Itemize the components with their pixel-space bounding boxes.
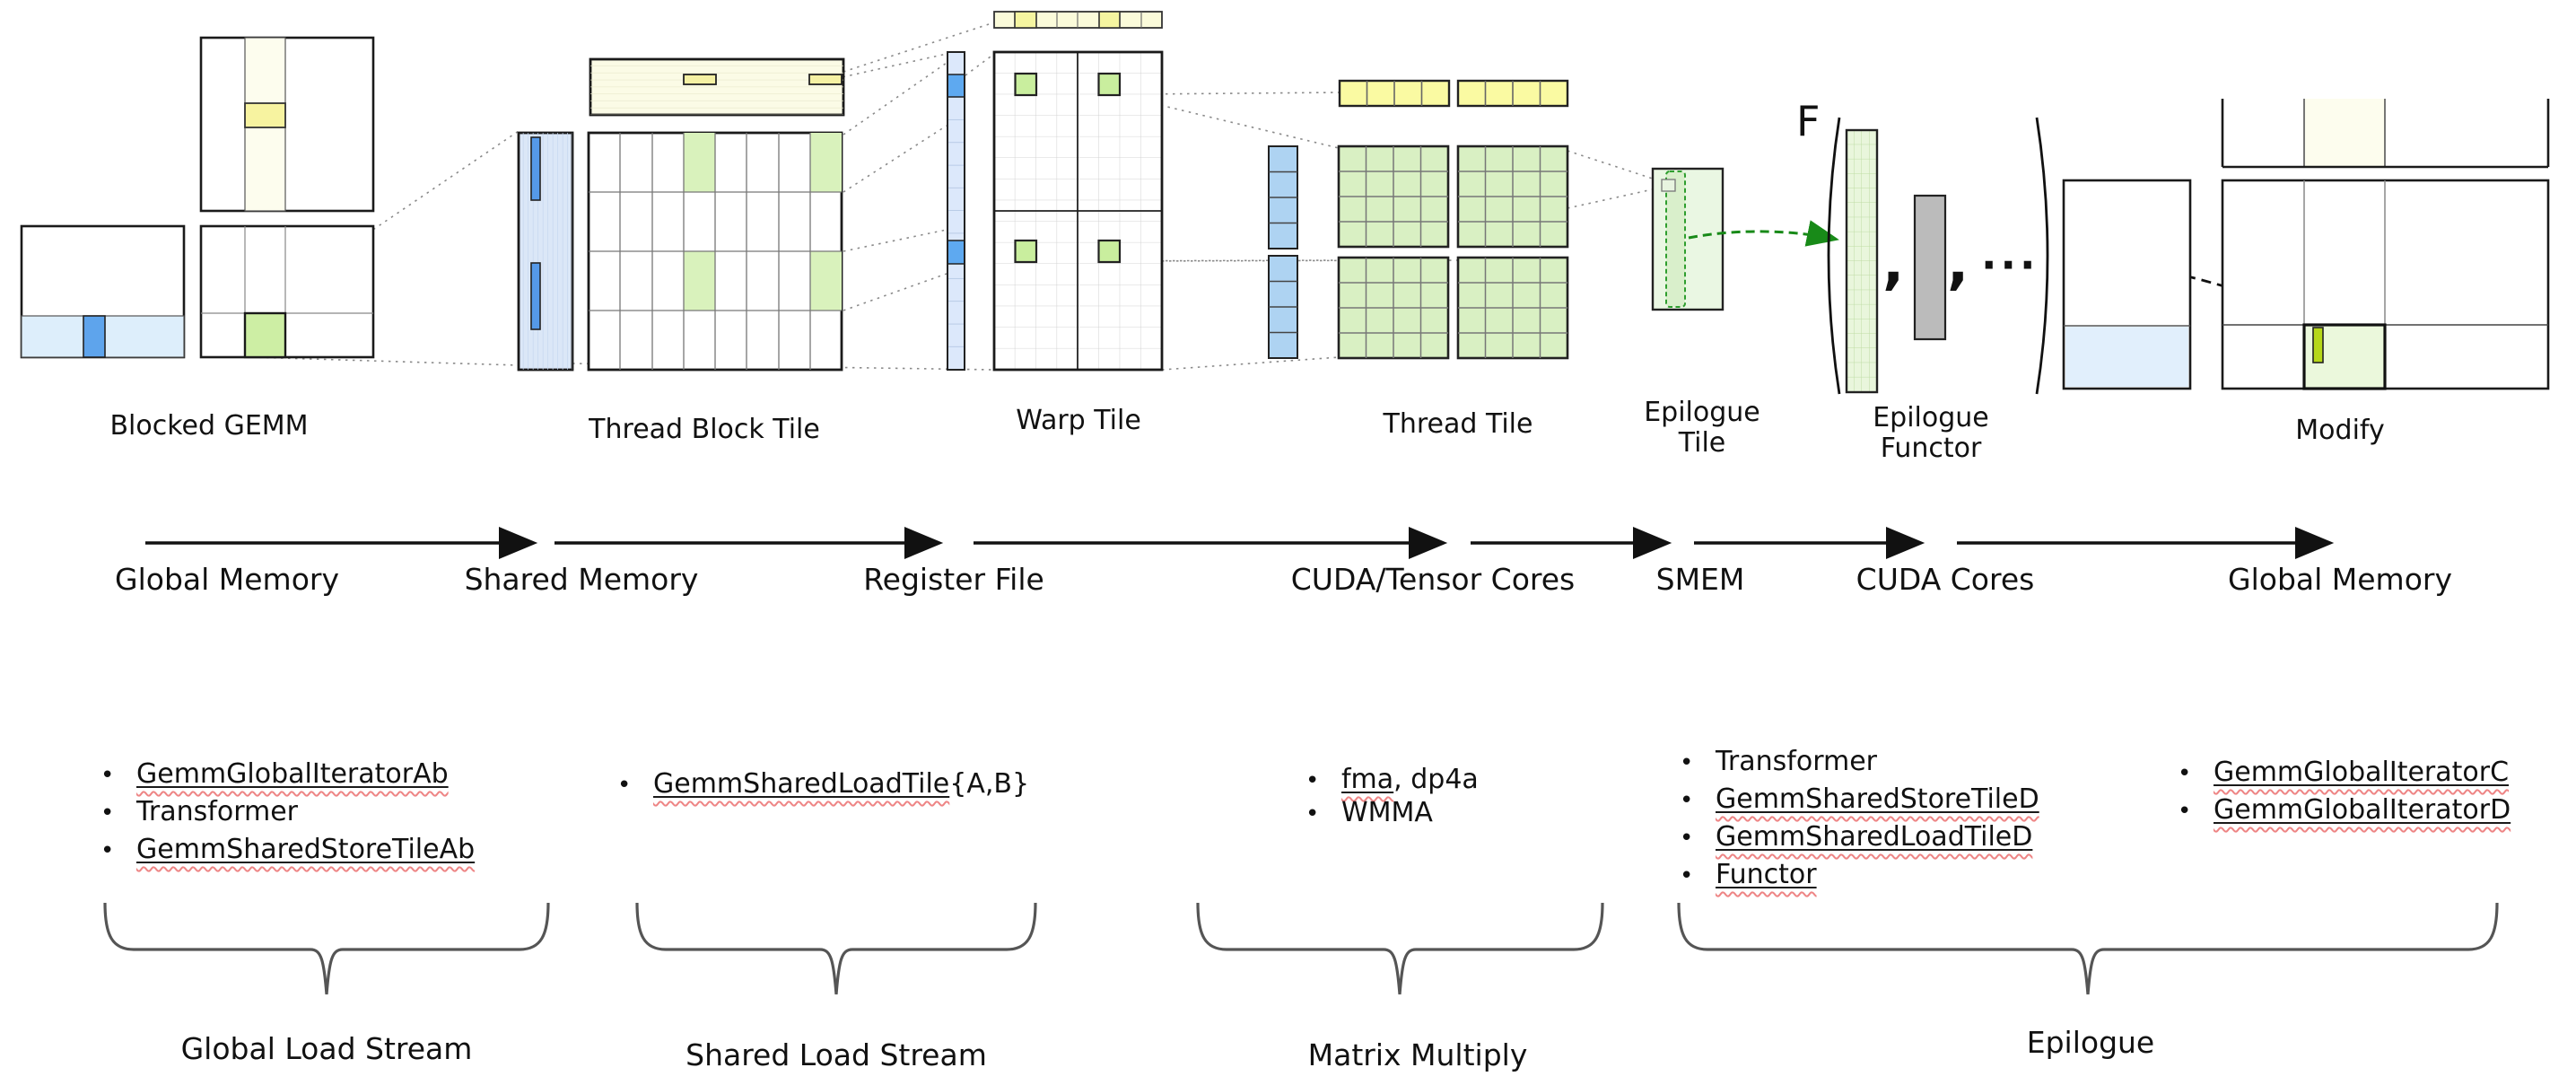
list-item-text: fma, dp4a: [1341, 764, 1479, 795]
list-item-text: Functor: [1716, 859, 1817, 890]
stage-label-thread-tile: Thread Tile: [1383, 408, 1533, 440]
modify-c-matrix: [2062, 179, 2192, 390]
stage-label-epilogue-tile: Epilogue Tile: [1644, 397, 1760, 459]
epilogue-functor-group: [1827, 117, 2049, 395]
epilogue-tile-box: [1651, 167, 1725, 311]
list-item: • GemmSharedLoadTileD: [1680, 821, 2039, 859]
flow-label-smem: SMEM: [1655, 562, 1745, 597]
list-item-text: GemmGlobalIteratorC: [2214, 757, 2510, 788]
functor-ellipsis: ···: [1981, 241, 2039, 289]
list-item: • GemmGlobalIteratorAb: [100, 758, 475, 796]
smem-b-tile: [589, 57, 845, 117]
list-item: • GemmGlobalIteratorC: [2178, 757, 2511, 794]
modify-b-matrix: [2221, 99, 2550, 169]
blocked-gemm-c-matrix: [199, 224, 375, 359]
group-braces: [103, 902, 2499, 995]
bullet-icon: •: [617, 772, 632, 799]
list-item-text: GemmSharedLoadTile{A,B}: [653, 768, 1030, 800]
thread-tile-a-strips: [1338, 79, 1569, 108]
flow-label-shared-memory: Shared Memory: [464, 562, 699, 597]
list-item-text: Transformer: [1716, 746, 1878, 777]
flow-label-global-memory-dst: Global Memory: [2228, 562, 2452, 597]
brace-label-matrix-multiply: Matrix Multiply: [1307, 1037, 1528, 1072]
flow-label-cuda-cores: CUDA Cores: [1856, 562, 2035, 597]
list-item-text: Transformer: [136, 796, 299, 827]
stage-label-warp-tile: Warp Tile: [1016, 405, 1141, 436]
list-item: • GemmSharedLoadTile{A,B}: [617, 768, 1029, 806]
list-item-text: GemmSharedStoreTileAb: [136, 834, 476, 865]
stage-label-epilogue-functor: Epilogue Functor: [1873, 402, 1989, 464]
flow-label-global-memory-src: Global Memory: [115, 562, 339, 597]
bullet-icon: •: [2178, 760, 2192, 787]
list-item: • Transformer: [100, 796, 475, 834]
list-item-text: GemmGlobalIteratorAb: [136, 758, 449, 790]
thread-block-tile-grid: [587, 131, 843, 372]
list-item: • Functor: [1680, 859, 2039, 897]
list-epilogue: • Transformer • GemmSharedStoreTileD • GemmSh…: [1680, 746, 2039, 897]
bullet-icon: •: [1680, 862, 1694, 889]
bullet-icon: •: [1305, 767, 1320, 794]
bullet-icon: •: [2178, 798, 2192, 825]
list-item: • fma, dp4a: [1305, 764, 1479, 797]
flow-label-cuda-tensor-cores: CUDA/Tensor Cores: [1290, 562, 1576, 597]
register-file-column: [947, 51, 965, 371]
bullet-icon: •: [1680, 749, 1694, 776]
functor-f-symbol: F: [1796, 97, 1821, 145]
list-matrix-multiply: • fma, dp4a • WMMA: [1305, 764, 1479, 830]
stage-label-blocked-gemm: Blocked GEMM: [109, 410, 309, 442]
list-item: • WMMA: [1305, 797, 1479, 830]
list-item-text: GemmSharedStoreTileD: [1716, 783, 2039, 815]
warp-tile-grid: [992, 50, 1164, 372]
bullet-icon: •: [100, 837, 115, 864]
bullet-icon: •: [1305, 801, 1320, 827]
list-item: • GemmSharedStoreTileD: [1680, 783, 2039, 821]
epilogue-green-arrow: [1688, 220, 1839, 247]
list-global-load-stream: • GemmGlobalIteratorAb • Transformer • GemmSh…: [100, 758, 475, 871]
list-item-text: WMMA: [1341, 797, 1433, 828]
list-item-text: GemmSharedLoadTileD: [1716, 821, 2033, 853]
stage-label-thread-block-tile: Thread Block Tile: [589, 414, 820, 445]
modify-d-matrix: [2221, 179, 2550, 390]
flow-label-register-file: Register File: [863, 562, 1044, 597]
blocked-gemm-a-matrix: [20, 224, 186, 359]
bullet-icon: •: [100, 800, 115, 827]
functor-comma-2: ,: [1947, 231, 1969, 297]
list-global-store: • GemmGlobalIteratorC • GemmGlobalIteratorD: [2178, 757, 2511, 832]
thread-fragment-stacks: [1268, 145, 1298, 359]
brace-label-global-load-stream: Global Load Stream: [180, 1031, 473, 1066]
list-item: • GemmGlobalIteratorD: [2178, 794, 2511, 832]
blocked-gemm-b-matrix: [199, 36, 375, 213]
list-item: • Transformer: [1680, 746, 2039, 783]
thread-tile-grids: [1337, 144, 1569, 360]
bullet-icon: •: [100, 762, 115, 789]
warp-tile-b-strip: [993, 11, 1163, 29]
functor-comma-1: ,: [1882, 231, 1905, 297]
list-shared-load-stream: • GemmSharedLoadTile{A,B}: [617, 768, 1029, 806]
bullet-icon: •: [1680, 787, 1694, 814]
bullet-icon: •: [1680, 825, 1694, 852]
stage-label-modify: Modify: [2295, 415, 2385, 446]
smem-a-tile: [517, 131, 574, 372]
brace-label-shared-load-stream: Shared Load Stream: [685, 1037, 987, 1072]
list-item-text: GemmGlobalIteratorD: [2214, 794, 2511, 826]
brace-label-epilogue: Epilogue: [2026, 1025, 2155, 1060]
list-item: • GemmSharedStoreTileAb: [100, 834, 475, 871]
